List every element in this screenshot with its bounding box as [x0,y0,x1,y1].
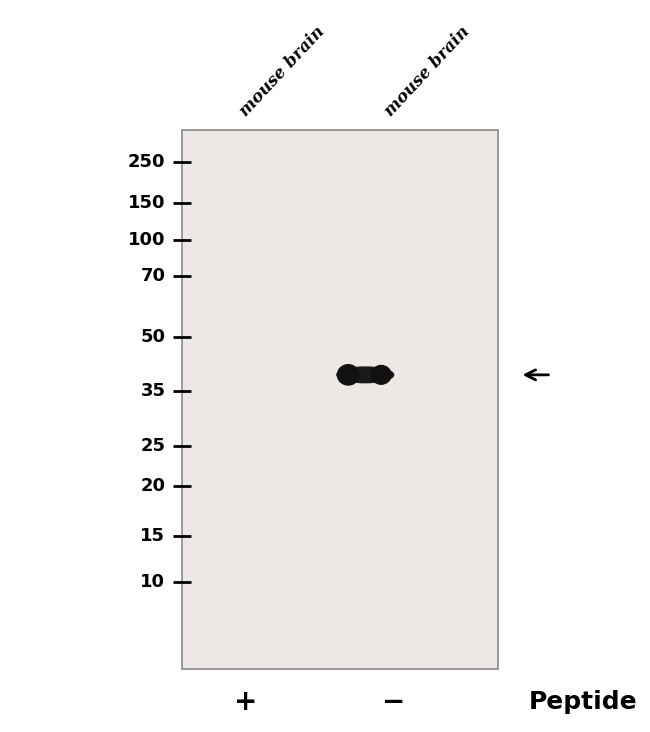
Ellipse shape [337,365,359,385]
Bar [183,130,498,669]
Text: +: + [234,688,257,717]
Text: −: − [382,688,405,717]
Text: mouse brain: mouse brain [236,23,328,120]
Text: 10: 10 [140,573,166,591]
Text: 35: 35 [140,382,166,400]
Text: mouse brain: mouse brain [381,23,473,120]
Text: 150: 150 [128,194,166,212]
Text: 20: 20 [140,477,166,495]
Text: 50: 50 [140,328,166,346]
Ellipse shape [337,367,394,383]
Text: 15: 15 [140,528,166,545]
Text: 100: 100 [128,231,166,249]
Text: Peptide: Peptide [528,690,637,714]
Ellipse shape [371,365,391,384]
Text: 250: 250 [128,153,166,171]
Text: 25: 25 [140,437,166,455]
Text: 70: 70 [140,266,166,285]
